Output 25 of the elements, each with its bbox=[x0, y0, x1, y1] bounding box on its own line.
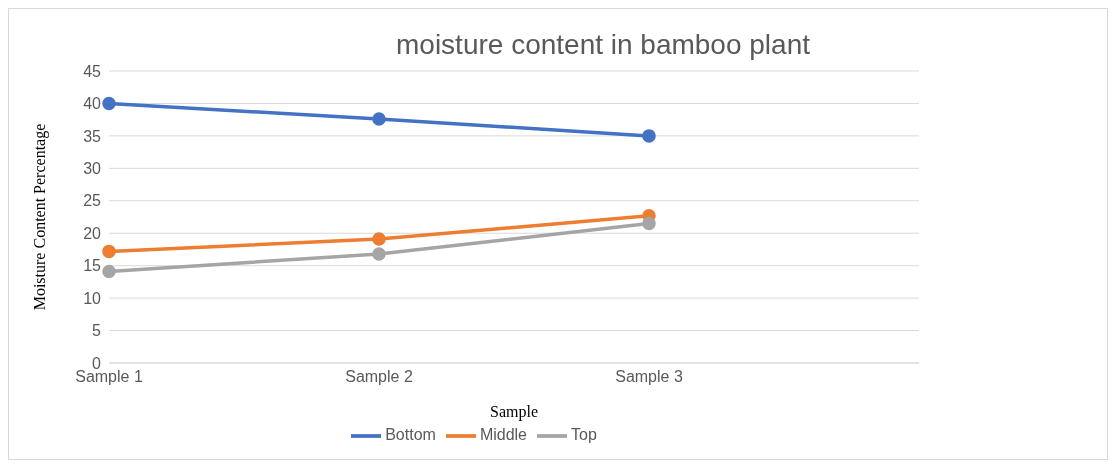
chart-title: moisture content in bamboo plant bbox=[395, 29, 811, 61]
y-tick-label: 5 bbox=[92, 322, 102, 340]
y-tick-label: 45 bbox=[83, 62, 102, 80]
y-tick-label: 10 bbox=[83, 289, 102, 307]
point bbox=[372, 112, 386, 126]
x-tick-label: Sample 2 bbox=[345, 368, 413, 386]
legend-label: Middle bbox=[479, 426, 528, 444]
y-tick-label: 40 bbox=[83, 95, 102, 113]
y-tick-label: 25 bbox=[83, 192, 102, 210]
y-tick-label: 15 bbox=[83, 257, 102, 275]
point bbox=[642, 129, 656, 143]
y-tick-label: 30 bbox=[83, 160, 102, 178]
legend-label: Top bbox=[571, 426, 597, 444]
x-tick-label: Sample 3 bbox=[615, 368, 683, 386]
legend-label: Bottom bbox=[385, 426, 436, 444]
point bbox=[102, 96, 116, 111]
point bbox=[102, 264, 116, 279]
y-axis-title: Moisture Content Percentage bbox=[30, 123, 49, 311]
y-tick-label: 35 bbox=[83, 127, 102, 145]
point bbox=[372, 247, 386, 261]
point bbox=[102, 244, 116, 259]
x-axis-title: Sample bbox=[490, 403, 538, 421]
point bbox=[642, 216, 656, 231]
y-tick-label: 20 bbox=[83, 224, 102, 242]
point bbox=[372, 232, 386, 246]
